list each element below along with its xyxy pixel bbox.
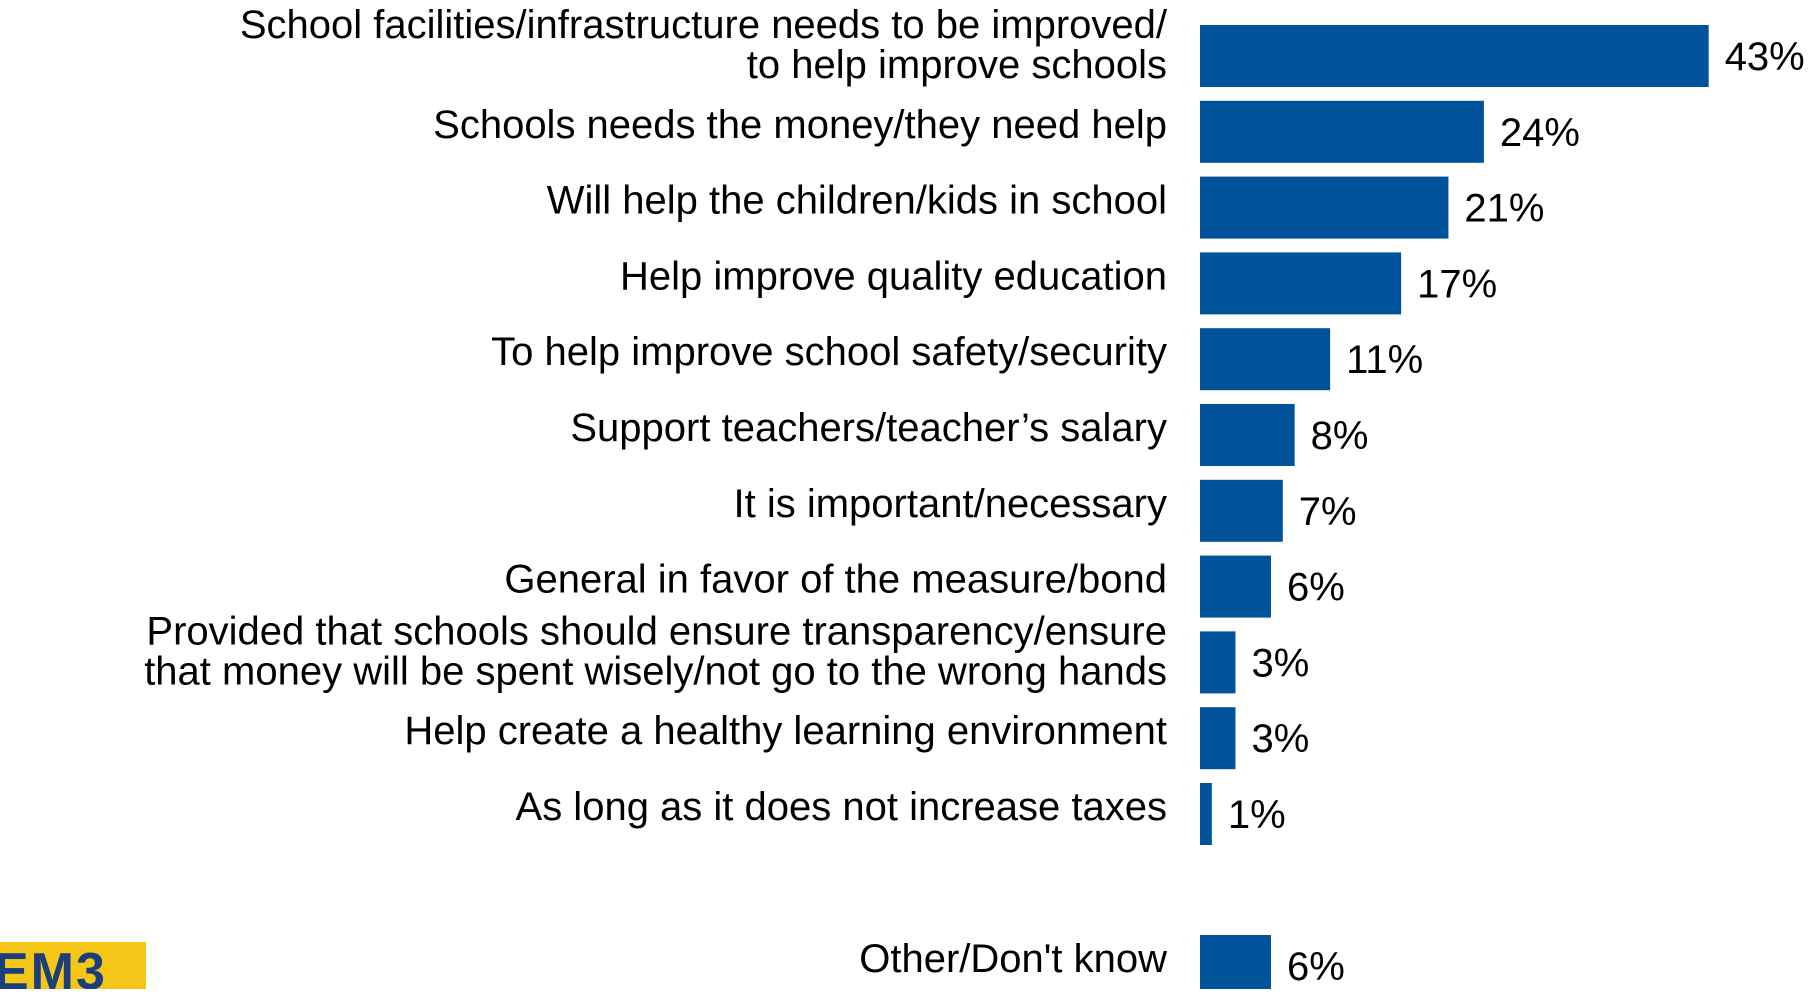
value-label-10: 1% <box>1228 793 1286 837</box>
bar-8 <box>1200 631 1236 694</box>
value-label-7: 6% <box>1287 566 1345 610</box>
company-logo: EM3 <box>0 942 146 989</box>
bar-2 <box>1200 176 1449 239</box>
category-label-5: Support teachers/teacher’s salary <box>570 406 1167 450</box>
bar-1 <box>1200 100 1484 163</box>
category-label-8: Provided that schools should ensure tran… <box>144 609 1167 693</box>
value-label-11: 6% <box>1287 945 1345 989</box>
category-label-line: School facilities/infrastructure needs t… <box>240 3 1168 47</box>
category-label-0: School facilities/infrastructure needs t… <box>240 3 1168 87</box>
category-label-10: As long as it does not increase taxes <box>516 785 1167 829</box>
bar-0 <box>1200 25 1709 87</box>
value-label-6: 7% <box>1299 490 1357 534</box>
bar-11 <box>1200 935 1271 994</box>
value-label-0: 43% <box>1725 35 1805 79</box>
bar-9 <box>1200 707 1236 770</box>
category-label-7: General in favor of the measure/bond <box>504 558 1167 602</box>
category-label-line: As long as it does not increase taxes <box>516 785 1167 829</box>
category-label-line: General in favor of the measure/bond <box>504 558 1167 602</box>
logo-text: EM3 <box>0 943 107 989</box>
value-label-5: 8% <box>1311 414 1369 458</box>
value-label-2: 21% <box>1464 187 1544 231</box>
category-label-11: Other/Don't know <box>859 937 1167 981</box>
category-label-line: Help improve quality education <box>620 254 1167 298</box>
category-label-line: that money will be spent wisely/not go t… <box>144 649 1167 693</box>
category-label-2: Will help the children/kids in school <box>547 179 1167 223</box>
bar-5 <box>1200 404 1295 466</box>
bar-10 <box>1200 783 1212 845</box>
category-label-1: Schools needs the money/they need help <box>433 103 1167 147</box>
category-label-line: Help create a healthy learning environme… <box>404 709 1167 753</box>
bar-7 <box>1200 555 1271 618</box>
category-label-line: It is important/necessary <box>734 482 1168 526</box>
category-label-line: to help improve schools <box>747 43 1167 87</box>
category-label-line: Support teachers/teacher’s salary <box>570 406 1167 450</box>
value-label-1: 24% <box>1500 111 1580 155</box>
category-label-3: Help improve quality education <box>620 254 1167 298</box>
category-label-6: It is important/necessary <box>734 482 1168 526</box>
category-label-line: Schools needs the money/they need help <box>433 103 1167 147</box>
value-label-8: 3% <box>1251 641 1309 685</box>
category-label-9: Help create a healthy learning environme… <box>404 709 1167 753</box>
bar-4 <box>1200 328 1331 391</box>
category-label-4: To help improve school safety/security <box>491 330 1167 374</box>
value-label-9: 3% <box>1251 717 1309 761</box>
category-label-line: To help improve school safety/security <box>491 330 1167 374</box>
bar-6 <box>1200 479 1283 542</box>
category-label-line: Other/Don't know <box>859 937 1167 981</box>
bar-3 <box>1200 252 1402 315</box>
value-label-4: 11% <box>1346 338 1423 382</box>
category-label-line: Provided that schools should ensure tran… <box>146 609 1167 653</box>
category-label-line: Will help the children/kids in school <box>547 179 1167 223</box>
value-label-3: 17% <box>1417 262 1497 306</box>
